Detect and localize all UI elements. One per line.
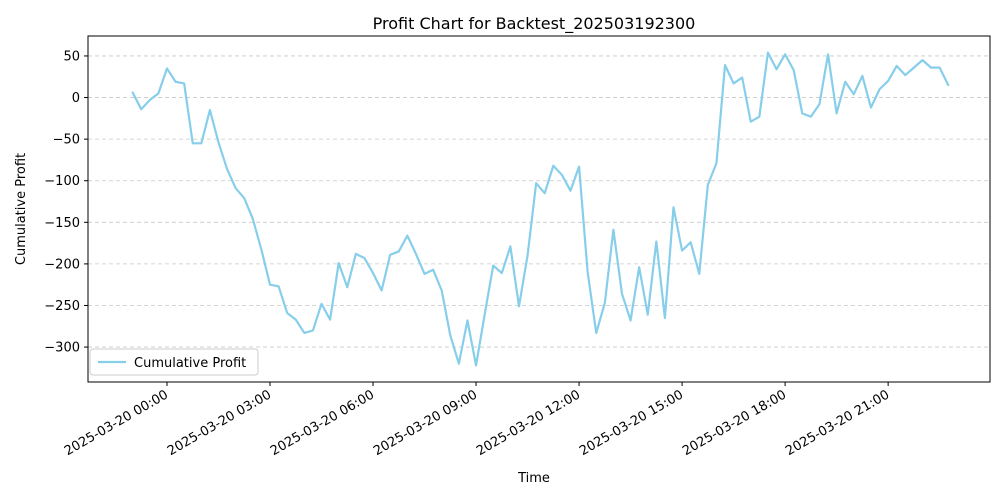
- legend-box: [89, 348, 259, 376]
- plot-frame: [87, 35, 991, 383]
- legend-label: Cumulative Profit: [134, 356, 246, 371]
- grid-lines: [88, 55, 990, 348]
- series-layer: [131, 51, 950, 367]
- y-tick-label: −50: [53, 133, 80, 148]
- y-axis-label: Cumulative Profit: [14, 153, 29, 265]
- y-tick-label: −100: [44, 174, 80, 189]
- y-tick-label: −250: [44, 299, 80, 314]
- y-tick-label: −300: [44, 341, 80, 356]
- legend: Cumulative Profit: [89, 348, 259, 376]
- y-axis-ticks: 50 0 −50 −100 −150 −200 −250 −300: [44, 49, 88, 356]
- y-tick-label: 50: [63, 49, 80, 64]
- chart-title: Profit Chart for Backtest_202503192300: [373, 14, 696, 34]
- y-tick-label: 0: [72, 91, 80, 106]
- series-line-0: [131, 51, 950, 367]
- x-axis-label: Time: [517, 471, 550, 486]
- y-tick-label: −200: [44, 257, 80, 272]
- y-tick-label: −150: [44, 216, 80, 231]
